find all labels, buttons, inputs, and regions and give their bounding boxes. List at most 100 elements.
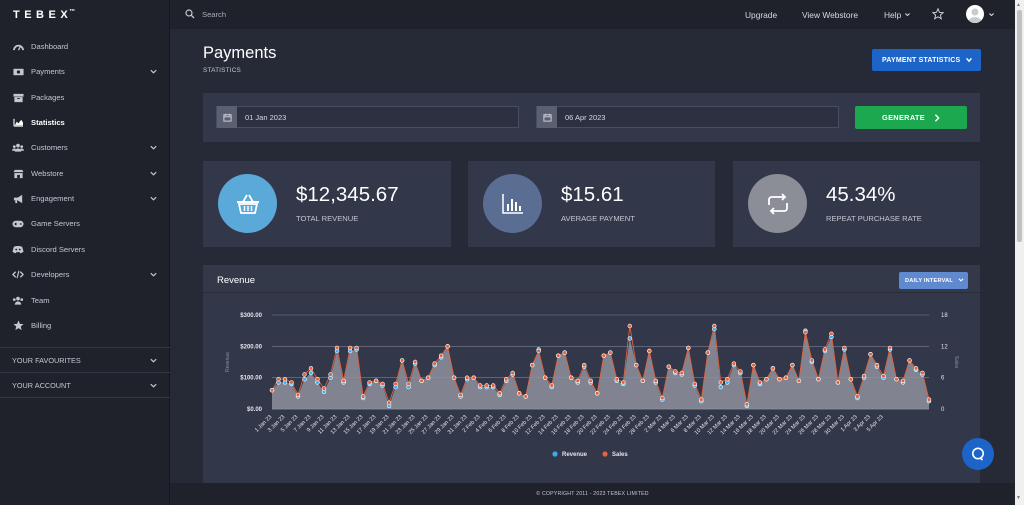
avatar[interactable] xyxy=(966,5,984,23)
favourite-star-icon[interactable] xyxy=(932,8,944,20)
sidebar-item-developers[interactable]: Developers xyxy=(0,262,170,287)
sales-point xyxy=(419,378,424,384)
sales-point xyxy=(549,383,554,388)
sales-point xyxy=(432,361,437,366)
legend-revenue-label: Revenue xyxy=(562,452,588,458)
sales-point xyxy=(712,323,717,329)
sidebar-item-dashboard[interactable]: Dashboard xyxy=(0,34,170,59)
sidebar-item-payments[interactable]: Payments xyxy=(0,59,170,84)
sidebar-item-statistics[interactable]: Statistics xyxy=(0,110,170,135)
y-tick-label: $200.00 xyxy=(240,344,262,350)
sales-point xyxy=(744,402,750,407)
chevron-down-icon xyxy=(150,383,157,388)
sidebar: TEBEX™ Dashboard Payments Packages Stati… xyxy=(0,0,170,505)
sales-point xyxy=(790,362,795,368)
start-date-field[interactable] xyxy=(216,106,519,128)
sidebar-item-label: Engagement xyxy=(31,194,75,203)
revenue-point xyxy=(308,370,314,376)
money-icon xyxy=(12,66,24,78)
upgrade-link[interactable]: Upgrade xyxy=(745,10,778,20)
sales-point xyxy=(829,331,834,336)
sales-point xyxy=(874,362,880,368)
sales-point xyxy=(458,392,463,398)
section-your-favourites[interactable]: YOUR FAVOURITES xyxy=(0,347,170,372)
calendar-icon xyxy=(217,106,237,128)
sales-point xyxy=(731,361,737,366)
sales-point xyxy=(556,353,561,358)
scrollbar-thumb[interactable] xyxy=(1017,10,1022,242)
team-icon xyxy=(12,295,24,307)
megaphone-icon xyxy=(12,193,24,205)
dashboard-gauge-icon xyxy=(12,41,24,53)
sales-point xyxy=(679,370,684,376)
sidebar-item-customers[interactable]: Customers xyxy=(0,135,170,160)
area-chart-icon xyxy=(12,117,24,129)
revenue-chart-title: Revenue xyxy=(217,275,256,286)
sidebar-item-label: Team xyxy=(31,296,50,305)
sidebar-item-packages[interactable]: Packages xyxy=(0,85,170,110)
y2-tick-label: 6 xyxy=(941,376,945,382)
generate-button[interactable]: GENERATE xyxy=(855,106,967,129)
scroll-down-arrow-icon[interactable]: ▼ xyxy=(1016,495,1021,501)
sales-point xyxy=(588,378,593,384)
sales-point xyxy=(569,375,574,380)
sales-point xyxy=(354,345,359,351)
start-date-input[interactable] xyxy=(245,112,445,122)
sales-point xyxy=(471,375,476,380)
revenue-point xyxy=(627,336,632,341)
scrollbar-track[interactable] xyxy=(1015,0,1024,505)
end-date-field[interactable] xyxy=(536,106,839,128)
gamepad-icon xyxy=(12,218,24,230)
sales-point xyxy=(751,362,756,368)
chevron-down-icon xyxy=(150,358,157,363)
sales-point xyxy=(653,378,658,384)
sidebar-item-game-servers[interactable]: Game Servers xyxy=(0,211,170,236)
sidebar-item-discord-servers[interactable]: Discord Servers xyxy=(0,237,170,262)
help-label: Help xyxy=(884,10,902,20)
daily-interval-dropdown[interactable]: DAILY INTERVAL xyxy=(899,272,968,289)
sales-point xyxy=(575,378,580,384)
sales-point xyxy=(822,347,828,352)
payment-statistics-dropdown[interactable]: PAYMENT STATISTICS xyxy=(872,49,981,71)
chevron-down-icon xyxy=(150,69,157,74)
sales-point xyxy=(595,391,600,396)
sidebar-item-webstore[interactable]: Webstore xyxy=(0,161,170,186)
sales-point xyxy=(608,350,613,355)
sales-point xyxy=(816,376,821,382)
chevron-right-icon xyxy=(934,113,940,122)
chevron-down-icon[interactable] xyxy=(988,11,995,18)
section-your-account[interactable]: YOUR ACCOUNT xyxy=(0,372,170,398)
sidebar-item-label: Dashboard xyxy=(31,42,69,51)
section-label: YOUR ACCOUNT xyxy=(12,380,71,390)
sales-point xyxy=(601,353,606,358)
topbar: Upgrade View Webstore Help xyxy=(170,0,1015,29)
y2-tick-label: 12 xyxy=(941,344,948,350)
sales-point xyxy=(621,380,626,385)
sidebar-item-billing[interactable]: Billing xyxy=(0,313,170,338)
tebex-logo[interactable]: TEBEX™ xyxy=(13,9,76,21)
sales-point xyxy=(647,348,652,354)
sales-point xyxy=(530,362,535,368)
search-input[interactable] xyxy=(202,7,402,22)
sales-point xyxy=(367,380,372,385)
view-webstore-link[interactable]: View Webstore xyxy=(802,10,859,20)
help-chat-button[interactable] xyxy=(962,438,994,470)
sales-point xyxy=(341,378,346,384)
section-label: YOUR FAVOURITES xyxy=(12,355,81,365)
sales-point xyxy=(289,380,294,385)
end-date-input[interactable] xyxy=(565,112,765,122)
box-icon xyxy=(12,92,24,104)
y-tick-label: $100.00 xyxy=(240,376,262,382)
sales-point xyxy=(491,383,496,388)
sidebar-item-team[interactable]: Team xyxy=(0,288,170,313)
help-menu[interactable]: Help xyxy=(884,10,911,20)
discord-icon xyxy=(12,244,24,256)
sales-point xyxy=(666,364,671,369)
sales-point xyxy=(738,369,743,374)
scroll-up-arrow-icon[interactable]: ▲ xyxy=(1016,2,1021,8)
sales-point xyxy=(900,378,906,384)
y-tick-label: $0.00 xyxy=(247,407,263,413)
sales-point xyxy=(445,344,450,349)
users-icon xyxy=(12,142,24,154)
sidebar-item-engagement[interactable]: Engagement xyxy=(0,186,170,211)
